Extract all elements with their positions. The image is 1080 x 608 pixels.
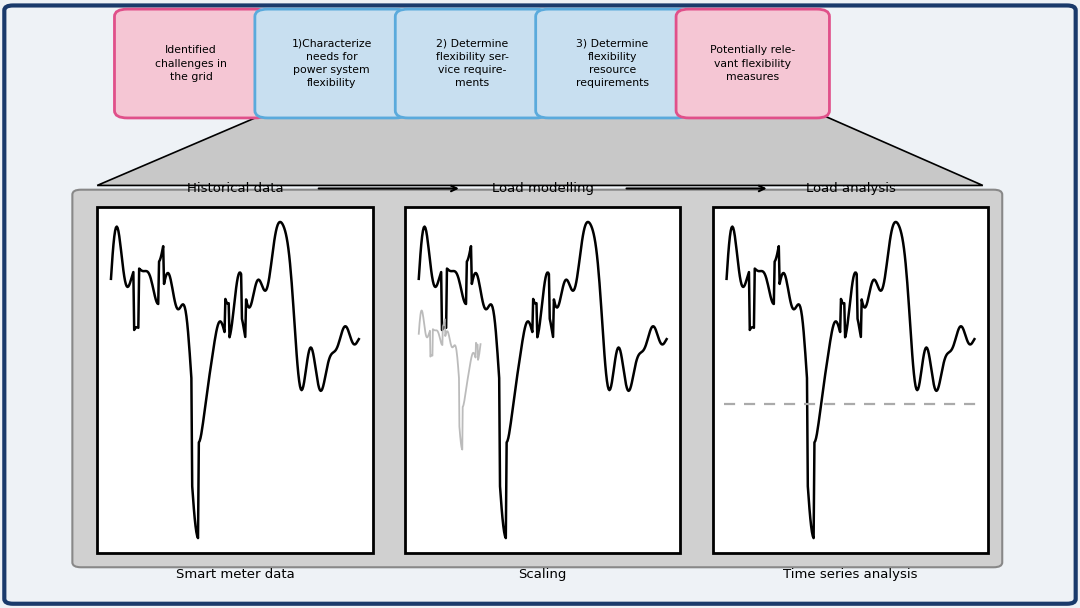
FancyBboxPatch shape: [114, 9, 268, 118]
FancyBboxPatch shape: [395, 9, 549, 118]
Text: Historical data: Historical data: [187, 182, 283, 195]
Text: Load analysis: Load analysis: [806, 182, 895, 195]
FancyBboxPatch shape: [405, 207, 680, 553]
FancyBboxPatch shape: [255, 9, 408, 118]
Text: 1)Characterize
needs for
power system
flexibility: 1)Characterize needs for power system fl…: [292, 39, 372, 88]
FancyBboxPatch shape: [676, 9, 829, 118]
FancyBboxPatch shape: [4, 5, 1076, 604]
Text: Smart meter data: Smart meter data: [176, 568, 294, 581]
FancyBboxPatch shape: [97, 207, 373, 553]
FancyBboxPatch shape: [72, 190, 1002, 567]
FancyBboxPatch shape: [713, 207, 988, 553]
Text: Time series analysis: Time series analysis: [783, 568, 918, 581]
Text: Scaling: Scaling: [518, 568, 567, 581]
FancyBboxPatch shape: [536, 9, 689, 118]
Text: Potentially rele-
vant flexibility
measures: Potentially rele- vant flexibility measu…: [711, 46, 795, 81]
Text: Identified
challenges in
the grid: Identified challenges in the grid: [156, 46, 227, 81]
Text: 2) Determine
flexibility ser-
vice require-
ments: 2) Determine flexibility ser- vice requi…: [435, 39, 509, 88]
Text: Load modelling: Load modelling: [491, 182, 594, 195]
Polygon shape: [97, 112, 983, 185]
Text: 3) Determine
flexibility
resource
requirements: 3) Determine flexibility resource requir…: [576, 39, 649, 88]
